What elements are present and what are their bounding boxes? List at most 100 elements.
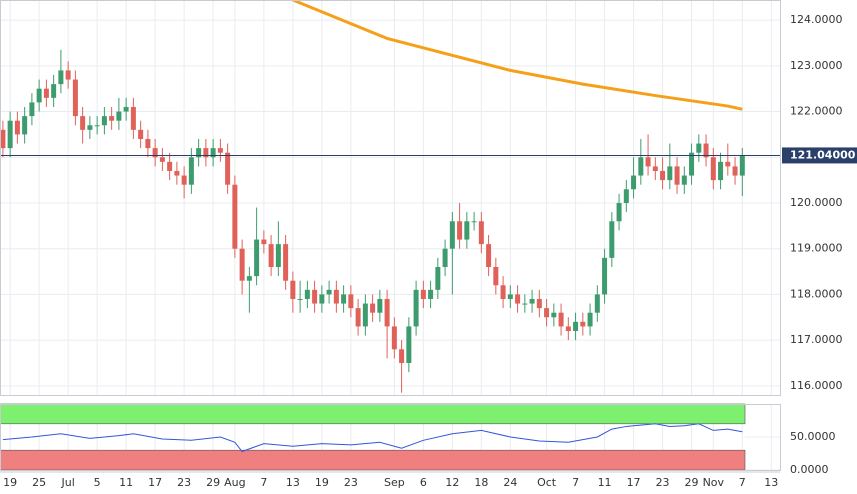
candle-body xyxy=(558,312,564,327)
x-tick-label: 7 xyxy=(739,476,746,489)
candle-body xyxy=(225,152,231,185)
candle-body xyxy=(710,157,716,181)
candle-body xyxy=(101,116,107,126)
x-tick-label: 5 xyxy=(94,476,101,489)
candle-body xyxy=(80,116,86,130)
candle-body xyxy=(384,298,390,327)
candle-body xyxy=(449,221,455,249)
candle-body xyxy=(297,298,303,300)
x-tick-label: Aug xyxy=(224,476,245,489)
candle-body xyxy=(500,285,506,299)
candle-body xyxy=(7,120,13,149)
candle-body xyxy=(442,248,448,267)
candle-body xyxy=(138,129,144,139)
x-tick-label: Jul xyxy=(61,476,75,489)
candle-body xyxy=(645,157,651,167)
candle-body xyxy=(522,303,528,305)
candle-body xyxy=(609,221,615,258)
candle-body xyxy=(732,166,738,176)
candle-body xyxy=(652,166,658,171)
x-tick-label: 11 xyxy=(598,476,612,489)
candle-body xyxy=(464,221,470,240)
candle-body xyxy=(616,202,622,222)
x-tick-label: 13 xyxy=(764,476,778,489)
x-tick-label: 23 xyxy=(656,476,670,489)
candle-body xyxy=(123,106,129,112)
candle-body xyxy=(602,257,608,295)
candle-body xyxy=(145,138,151,149)
candle-body xyxy=(413,289,419,327)
candle-body xyxy=(268,244,274,267)
x-tick-label: 29 xyxy=(685,476,699,489)
candle-body xyxy=(536,298,542,309)
candle-body xyxy=(457,221,463,240)
y-tick-label: 117.0000 xyxy=(790,333,843,346)
candle-body xyxy=(174,170,180,176)
candle-body xyxy=(283,244,289,281)
candle-body xyxy=(370,303,376,313)
candle-body xyxy=(681,175,687,185)
candle-body xyxy=(623,189,629,203)
candle-body xyxy=(22,116,28,135)
candle-body xyxy=(507,294,513,299)
x-tick-label: 29 xyxy=(206,476,220,489)
candle-body xyxy=(72,79,78,117)
candle-body xyxy=(36,88,42,103)
candle-body xyxy=(51,84,57,98)
y-tick-label: 50.0000 xyxy=(790,430,836,443)
candle-body xyxy=(486,244,492,267)
x-tick-label: 12 xyxy=(445,476,459,489)
x-tick-label: Nov xyxy=(703,476,725,489)
candle-body xyxy=(188,157,194,185)
candle-body xyxy=(0,129,6,149)
x-tick-label: Sep xyxy=(384,476,405,489)
candle-body xyxy=(515,294,521,304)
band xyxy=(0,403,746,425)
candle-body xyxy=(275,244,281,267)
candle-body xyxy=(261,239,267,245)
candle-body xyxy=(406,326,412,363)
last-price-badge xyxy=(782,147,857,164)
x-tick-label: 24 xyxy=(503,476,517,489)
candle-body xyxy=(130,106,136,130)
candle-body xyxy=(87,125,93,130)
candle-body xyxy=(420,289,426,299)
candle-body xyxy=(14,120,20,135)
candle-body xyxy=(362,303,368,327)
candle-body xyxy=(674,166,680,185)
candle-body xyxy=(703,143,709,158)
band xyxy=(0,449,746,471)
candle-body xyxy=(239,248,245,281)
x-tick-label: 6 xyxy=(420,476,427,489)
candle-body xyxy=(254,239,260,277)
x-tick-label: 19 xyxy=(3,476,17,489)
candle-body xyxy=(391,326,397,350)
candle-body xyxy=(689,152,695,176)
candle-body xyxy=(203,148,209,158)
candle-body xyxy=(739,155,745,176)
candle-body xyxy=(478,221,484,245)
candle-body xyxy=(573,321,579,331)
x-tick-label: 7 xyxy=(572,476,579,489)
candle-body xyxy=(58,70,64,85)
candle-body xyxy=(319,294,325,304)
candle-body xyxy=(435,266,441,290)
x-tick-label: 17 xyxy=(148,476,162,489)
candle-body xyxy=(638,157,644,176)
candle-body xyxy=(29,102,35,117)
candle-body xyxy=(341,294,347,304)
candle-body xyxy=(529,298,535,304)
candle-body xyxy=(551,312,557,318)
panel-border xyxy=(0,0,781,396)
y-tick-label: 124.0000 xyxy=(790,13,843,26)
candle-body xyxy=(333,289,339,304)
candle-body xyxy=(43,88,49,98)
candle-body xyxy=(312,289,318,304)
candle-body xyxy=(304,289,310,299)
candle-body xyxy=(580,321,586,327)
y-tick-label: 118.0000 xyxy=(790,287,843,300)
y-tick-label: 119.0000 xyxy=(790,242,843,255)
candle-body xyxy=(109,116,115,121)
candle-body xyxy=(631,175,637,190)
candle-body xyxy=(181,175,187,185)
